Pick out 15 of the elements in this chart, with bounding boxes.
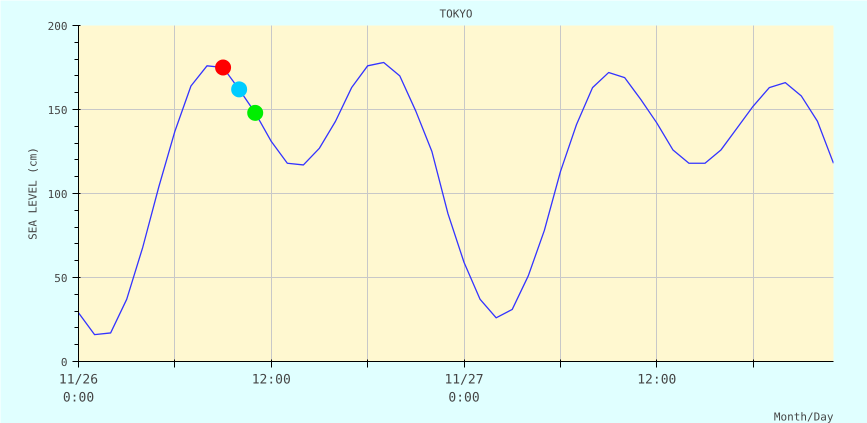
point [247, 104, 264, 121]
y-tick-label: 50 [54, 272, 68, 285]
y-tick-label: 100 [48, 188, 68, 201]
x-tick-label: 12:00 [252, 372, 291, 388]
y-axis-title: SEA LEVEL (cm) [26, 147, 40, 240]
point [215, 60, 232, 76]
chart-title: TOKYO [439, 8, 473, 20]
y-tick-label: 150 [48, 104, 68, 117]
x-tick-label: 12:00 [637, 372, 676, 388]
x-tick-label: 11/26 0:00 [58, 372, 98, 406]
y-tick-label: 200 [48, 20, 68, 33]
point [231, 81, 248, 98]
y-tick-label: 0 [60, 356, 68, 369]
x-tick-label: 11/27 0:00 [444, 372, 484, 406]
x-axis-title: Month/Day [774, 410, 834, 423]
